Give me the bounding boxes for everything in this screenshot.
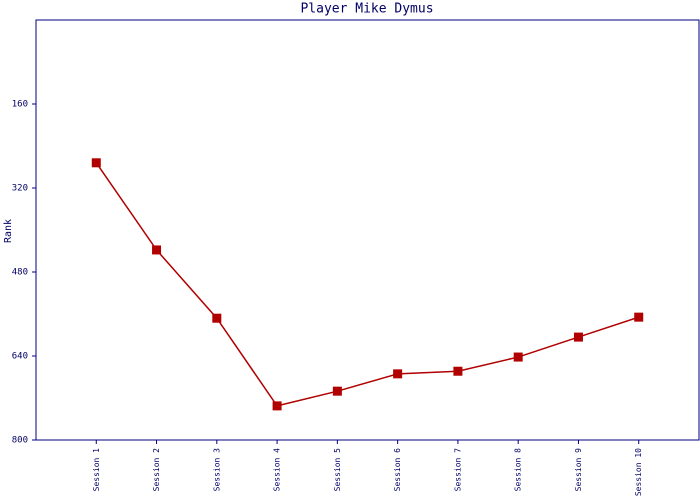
x-tick-label: Session 9 bbox=[574, 448, 583, 492]
y-tick-label: 480 bbox=[12, 268, 28, 278]
point-marker bbox=[272, 401, 282, 411]
plot-frame bbox=[35, 19, 700, 441]
x-tick-label: Session 8 bbox=[514, 448, 523, 492]
point-marker bbox=[634, 312, 644, 322]
point-marker bbox=[332, 386, 342, 396]
chart-title: Player Mike Dymus bbox=[300, 2, 433, 17]
point-marker bbox=[91, 158, 101, 168]
y-tick-label: 160 bbox=[12, 100, 28, 110]
point-marker bbox=[513, 352, 523, 362]
point-marker bbox=[212, 313, 222, 323]
point-marker bbox=[393, 369, 403, 379]
y-tick-label: 320 bbox=[12, 184, 28, 194]
point-marker bbox=[573, 332, 583, 342]
x-tick-label: Session 5 bbox=[333, 448, 342, 492]
x-tick-label: Session 3 bbox=[212, 448, 221, 492]
series-line bbox=[95, 162, 639, 407]
x-tick-label: Session 2 bbox=[152, 448, 161, 492]
y-tick-label: 640 bbox=[12, 352, 28, 362]
x-tick-label: Session 10 bbox=[634, 448, 643, 496]
x-tick-label: Session 7 bbox=[453, 448, 462, 492]
point-marker bbox=[152, 245, 162, 255]
x-tick-label: Session 1 bbox=[92, 448, 101, 492]
x-tick-label: Session 4 bbox=[273, 448, 282, 492]
y-tick-label: 800 bbox=[12, 436, 28, 446]
x-tick-label: Session 6 bbox=[393, 448, 402, 492]
y-axis-label: Rank bbox=[3, 219, 14, 243]
point-marker bbox=[453, 366, 463, 376]
